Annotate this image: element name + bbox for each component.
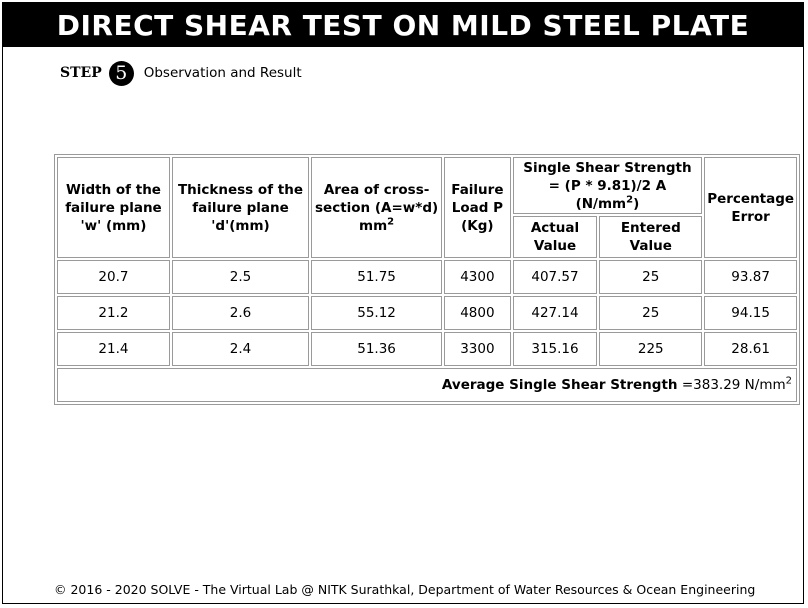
table-row: 21.2 2.6 55.12 4800 427.14 25 94.15 — [57, 296, 797, 330]
cell-thickness: 2.4 — [171, 332, 310, 366]
cell-width: 20.7 — [57, 260, 170, 294]
table-row: 20.7 2.5 51.75 4300 407.57 25 93.87 — [57, 260, 797, 294]
cell-area: 51.75 — [311, 260, 443, 294]
page-title: DIRECT SHEAR TEST ON MILD STEEL PLATE — [3, 3, 803, 47]
cell-percentage-error: 28.61 — [704, 332, 797, 366]
cell-area: 55.12 — [311, 296, 443, 330]
cell-load: 3300 — [444, 332, 511, 366]
average-label: Average Single Shear Strength — [441, 377, 678, 393]
step-description: Observation and Result — [143, 65, 302, 81]
average-row: Average Single Shear Strength =383.29 N/… — [57, 368, 797, 402]
header-strength-close: ) — [633, 195, 640, 212]
header-area-sup: 2 — [387, 216, 395, 227]
cell-actual-value: 427.14 — [512, 296, 598, 330]
cell-thickness: 2.5 — [171, 260, 310, 294]
cell-percentage-error: 94.15 — [704, 296, 797, 330]
header-shear-strength: Single Shear Strength = (P * 9.81)/2 A (… — [512, 157, 703, 214]
cell-thickness: 2.6 — [171, 296, 310, 330]
header-strength-text: Single Shear Strength = (P * 9.81)/2 A (… — [523, 159, 692, 212]
cell-load: 4300 — [444, 260, 511, 294]
header-thickness: Thickness of the failure plane 'd'(mm) — [171, 157, 310, 258]
cell-entered-value: 225 — [599, 332, 703, 366]
header-area: Area of cross-section (A=w*d) mm2 — [311, 157, 443, 258]
header-load: Failure Load P (Kg) — [444, 157, 511, 258]
cell-entered-value: 25 — [599, 296, 703, 330]
header-area-text: Area of cross-section (A=w*d) mm — [315, 181, 439, 234]
table-header-row: Width of the failure plane 'w' (mm) Thic… — [57, 157, 797, 258]
step-label: STEP — [60, 65, 102, 81]
page-title-text: DIRECT SHEAR TEST ON MILD STEEL PLATE — [56, 8, 750, 42]
table-subheader-row: Actual Value Entered Value — [57, 216, 797, 258]
results-table: Width of the failure plane 'w' (mm) Thic… — [54, 154, 800, 405]
cell-width: 21.2 — [57, 296, 170, 330]
cell-load: 4800 — [444, 296, 511, 330]
table-row: 21.4 2.4 51.36 3300 315.16 225 28.61 — [57, 332, 797, 366]
header-entered-value: Entered Value — [599, 216, 703, 258]
average-unit-sup: 2 — [785, 375, 792, 387]
header-actual-value: Actual Value — [512, 216, 598, 258]
cell-entered-value: 25 — [599, 260, 703, 294]
cell-percentage-error: 93.87 — [704, 260, 797, 294]
step-number-badge: 5 — [108, 60, 134, 86]
cell-width: 21.4 — [57, 332, 170, 366]
footer-copyright: © 2016 - 2020 SOLVE - The Virtual Lab @ … — [54, 582, 756, 597]
step-indicator: STEP 5 Observation and Result — [60, 58, 302, 88]
cell-actual-value: 407.57 — [512, 260, 598, 294]
cell-actual-value: 315.16 — [512, 332, 598, 366]
results-table-container: Width of the failure plane 'w' (mm) Thic… — [54, 154, 800, 405]
header-strength-sup: 2 — [626, 194, 634, 205]
cell-area: 51.36 — [311, 332, 443, 366]
header-width: Width of the failure plane 'w' (mm) — [57, 157, 170, 258]
average-value: =383.29 N/mm — [681, 377, 786, 393]
average-cell: Average Single Shear Strength =383.29 N/… — [57, 368, 797, 402]
header-error: Percentage Error — [704, 157, 797, 258]
